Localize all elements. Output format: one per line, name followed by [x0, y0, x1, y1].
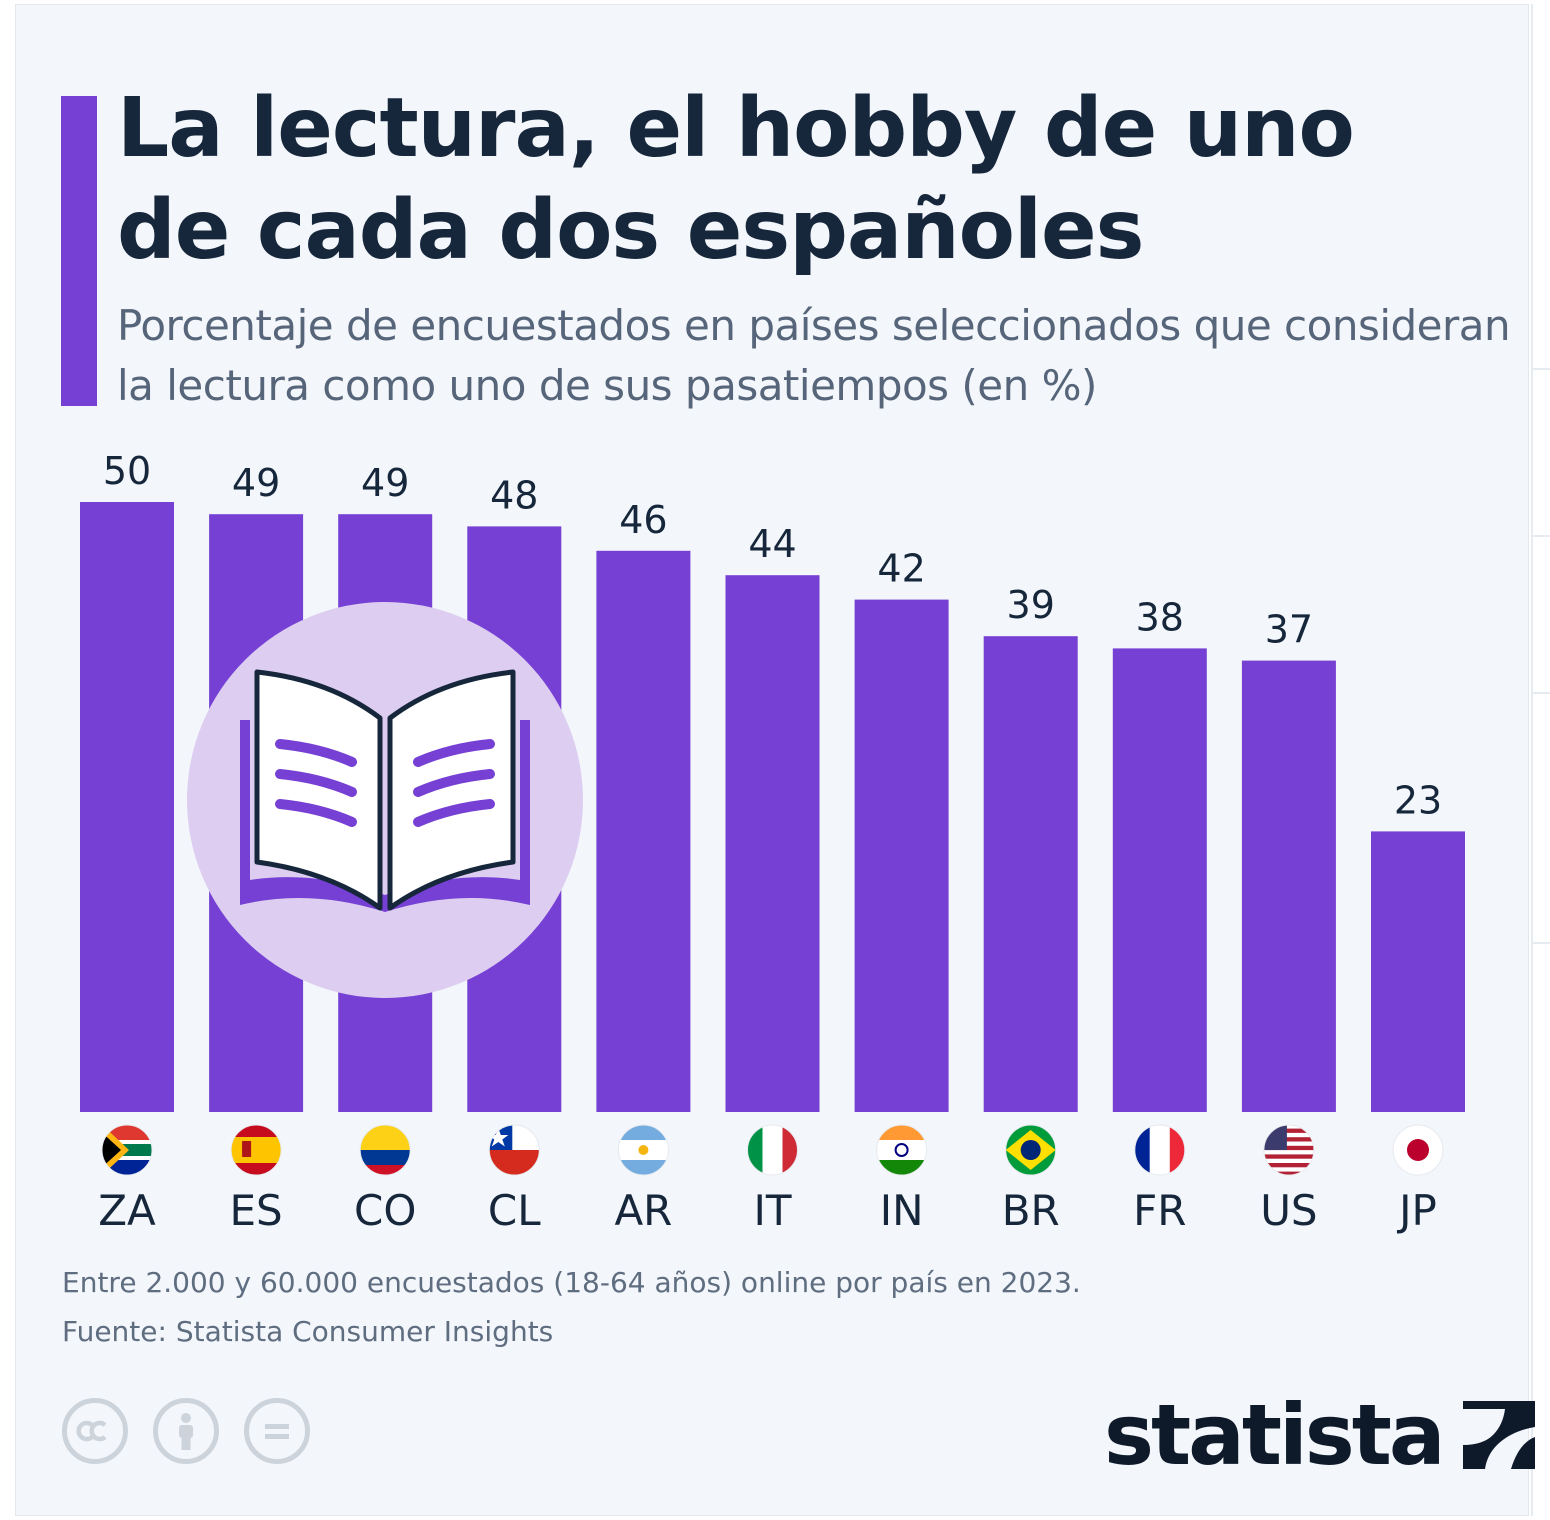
value-label-cl: 48 [490, 473, 538, 517]
value-label-in: 42 [877, 547, 925, 591]
attribution-person-icon[interactable] [153, 1398, 219, 1464]
bar-in[interactable] [854, 599, 949, 1112]
bar-fr[interactable] [1112, 648, 1207, 1112]
category-label-es: ES [229, 1186, 282, 1235]
category-label-ar: AR [614, 1186, 672, 1235]
value-label-es: 49 [232, 461, 280, 505]
source-link[interactable]: Fuente: Statista Consumer Insights [62, 1315, 554, 1348]
category-label-za: ZA [98, 1186, 156, 1235]
bar-za[interactable] [80, 502, 174, 1112]
category-label-fr: FR [1133, 1186, 1186, 1235]
statista-logo[interactable]: statista [1104, 1385, 1539, 1485]
flag-us-icon [1263, 1124, 1315, 1176]
page-edge-divider [1531, 4, 1533, 1516]
open-book-icon [187, 602, 583, 998]
value-label-fr: 38 [1136, 595, 1184, 639]
flag-es-icon [230, 1124, 282, 1176]
value-label-co: 49 [361, 461, 409, 505]
flags-layer [101, 1124, 1444, 1176]
category-label-us: US [1260, 1186, 1317, 1235]
category-labels-layer: ZA ES CO CL AR IT IN BR FR US JP [98, 1186, 1437, 1235]
bar-it[interactable] [725, 575, 820, 1112]
value-label-br: 39 [1007, 583, 1055, 627]
edge-tick [1533, 535, 1550, 537]
edge-tick [1533, 368, 1550, 370]
footnote: Entre 2.000 y 60.000 encuestados (18-64 … [62, 1266, 1081, 1299]
bar-jp[interactable] [1371, 831, 1465, 1112]
creative-commons-icon[interactable] [62, 1398, 128, 1464]
brand-wordmark: statista [1104, 1386, 1446, 1484]
flag-fr-icon [1134, 1124, 1186, 1176]
bar-br[interactable] [983, 636, 1078, 1112]
value-label-za: 50 [103, 449, 151, 493]
flag-za-icon [101, 1124, 153, 1176]
category-label-cl: CL [488, 1186, 541, 1235]
edge-tick [1533, 692, 1550, 694]
flag-co-icon [359, 1124, 411, 1176]
statista-logo-icon [1462, 1401, 1535, 1469]
flag-br-icon [1005, 1124, 1057, 1176]
value-labels-layer: 50 49 49 48 46 44 42 39 38 37 23 [103, 449, 1442, 822]
value-label-jp: 23 [1394, 778, 1442, 822]
value-label-it: 44 [748, 522, 796, 566]
edge-tick [1533, 942, 1550, 944]
chart-subtitle: Porcentaje de encuestados en países sele… [117, 301, 1511, 410]
bar-us[interactable] [1241, 660, 1336, 1112]
value-label-ar: 46 [619, 498, 667, 542]
flag-in-icon [876, 1124, 928, 1176]
title-accent-bar [61, 96, 97, 406]
chart-title: La lectura, el hobby de uno de cada dos … [117, 81, 1355, 278]
flag-it-icon [747, 1124, 798, 1176]
flag-jp-icon [1392, 1124, 1444, 1176]
category-label-in: IN [880, 1186, 924, 1235]
flag-cl-icon [488, 1124, 540, 1176]
category-label-jp: JP [1396, 1186, 1437, 1235]
value-label-us: 37 [1265, 608, 1313, 652]
category-label-br: BR [1002, 1186, 1060, 1235]
category-label-co: CO [354, 1186, 416, 1235]
category-label-it: IT [753, 1186, 791, 1235]
flag-ar-icon [617, 1124, 669, 1176]
bar-ar[interactable] [596, 550, 691, 1112]
no-derivatives-equals-icon[interactable] [244, 1398, 310, 1464]
